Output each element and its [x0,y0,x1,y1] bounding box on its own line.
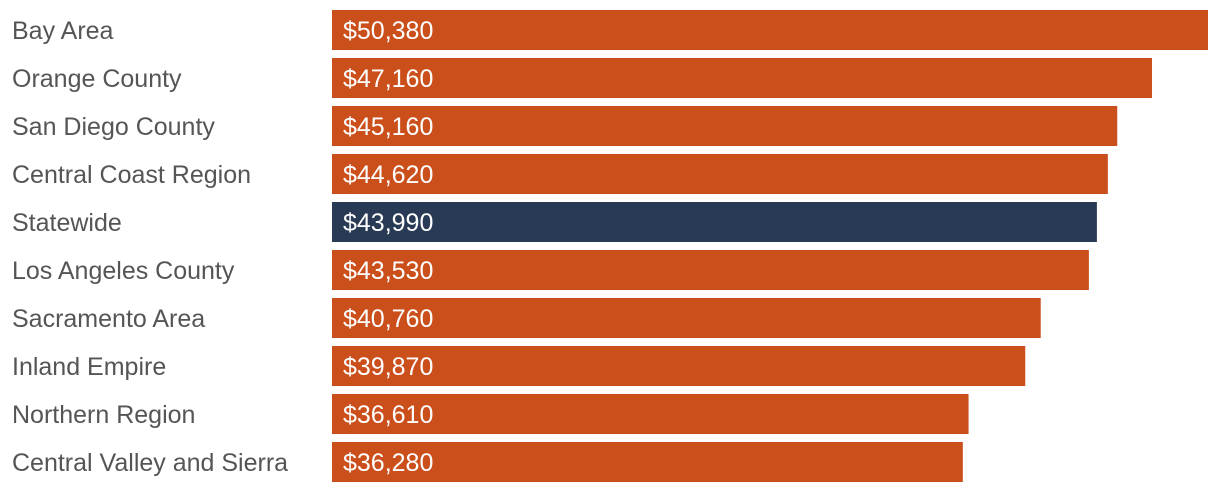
bar [332,442,963,482]
bar-value-label: $43,530 [343,257,433,285]
bar-value-label: $43,990 [343,209,433,237]
bar [332,10,1208,50]
bars-layer: Bay Area $50,380 Orange County $47,160 San D… [12,10,1208,482]
category-label: San Diego County [12,113,215,141]
bar [332,106,1118,146]
category-label: Bay Area [12,17,114,45]
bar-value-label: $50,380 [343,17,433,45]
category-label: Statewide [12,209,122,237]
bar [332,346,1026,386]
bar-value-label: $45,160 [343,113,433,141]
bar-value-label: $39,870 [343,353,433,381]
bar [332,58,1153,98]
bar-value-label: $36,610 [343,401,433,429]
bar-value-label: $36,280 [343,449,433,477]
category-label: Sacramento Area [12,305,205,333]
category-label: Orange County [12,65,182,93]
bar [332,298,1041,338]
bar-value-label: $47,160 [343,65,433,93]
category-label: Inland Empire [12,353,166,381]
bar [332,394,969,434]
category-label: Central Valley and Sierra [12,449,288,477]
bar-value-label: $40,760 [343,305,433,333]
bar-highlight [332,202,1097,242]
category-label: Central Coast Region [12,161,251,189]
bar [332,250,1089,290]
category-label: Northern Region [12,401,195,429]
bar [332,154,1108,194]
category-label: Los Angeles County [12,257,235,285]
bar-value-label: $44,620 [343,161,433,189]
